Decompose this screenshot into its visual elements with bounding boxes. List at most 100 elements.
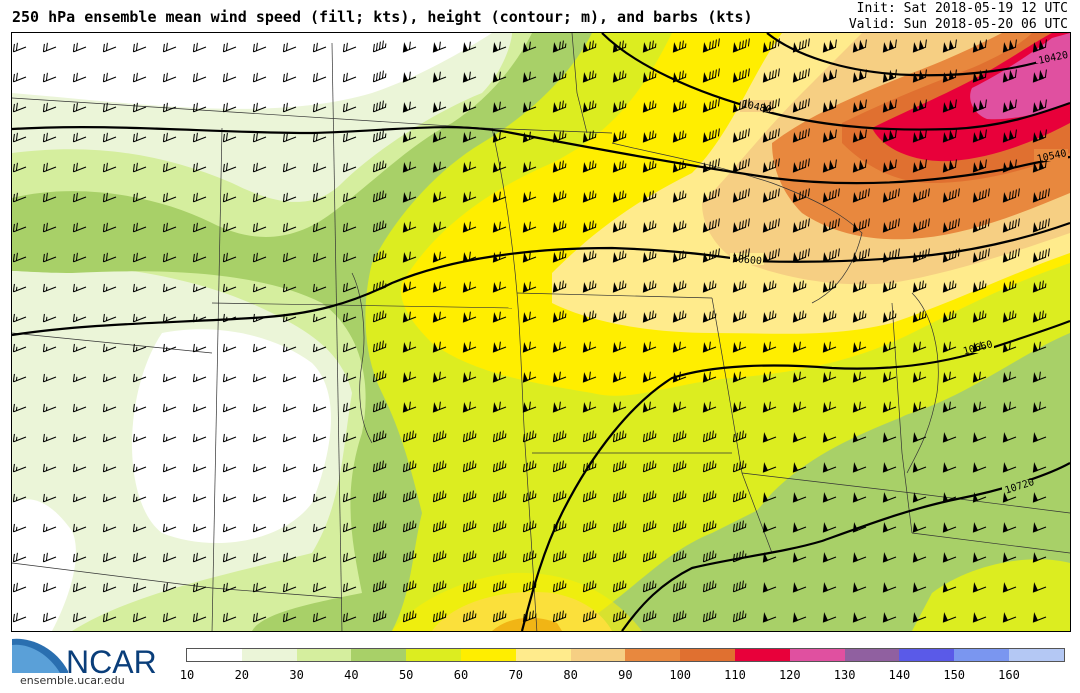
wind-barb-feather: [738, 491, 741, 500]
wind-barb-feather: [378, 341, 381, 350]
wind-barb-feather: [582, 583, 585, 592]
wind-barb-half-feather: [384, 223, 387, 228]
wind-barb: [372, 370, 387, 383]
wind-barb-feather: [711, 130, 714, 139]
wind-barb: [912, 371, 927, 383]
wind-barb-flag: [978, 39, 985, 51]
wind-barb-feather: [984, 219, 987, 228]
contour-label-10600: 10600: [731, 254, 762, 268]
wind-barb-half-feather: [864, 313, 867, 318]
wind-barb-half-feather: [594, 283, 597, 288]
wind-barb-feather: [552, 523, 555, 532]
wind-barb-feather: [132, 103, 135, 112]
wind-barb-shaft: [163, 556, 177, 563]
wind-barb-flag: [822, 42, 829, 53]
wind-barb: [192, 102, 207, 113]
wind-barb-feather: [801, 220, 804, 229]
wind-barb-feather: [741, 610, 744, 619]
wind-barb-feather: [768, 281, 771, 290]
wind-barb-shaft: [193, 316, 207, 323]
wind-barb: [492, 311, 507, 323]
wind-barb-shaft: [73, 586, 87, 593]
wind-barb-feather: [741, 490, 744, 499]
wind-barb-shaft: [283, 136, 297, 143]
wind-barb-feather: [222, 43, 225, 52]
wind-barb-shaft: [103, 166, 117, 173]
wind-barb: [552, 520, 567, 533]
wind-barb: [882, 159, 897, 173]
wind-barb-half-feather: [384, 493, 387, 498]
wind-barb-shaft: [43, 196, 57, 203]
wind-barb-flag: [942, 312, 949, 323]
wind-barb-feather: [528, 581, 531, 590]
wind-barb-shaft: [43, 556, 57, 563]
wind-barb-feather: [981, 310, 984, 319]
wind-barb-feather: [471, 610, 474, 619]
wind-barb-feather: [807, 188, 810, 197]
wind-barb-half-feather: [195, 526, 198, 531]
wind-barb-feather: [702, 463, 705, 472]
color-scale-tick-label: 70: [508, 668, 524, 682]
wind-barb: [522, 41, 537, 53]
wind-barb: [72, 252, 87, 263]
wind-barb-half-feather: [684, 43, 687, 48]
wind-barb-feather: [372, 283, 375, 292]
wind-barb-feather: [1017, 248, 1020, 257]
wind-barb-flag: [462, 192, 469, 203]
wind-barb: [612, 401, 627, 413]
wind-barb-flag: [432, 252, 439, 263]
label-bg-10660: [960, 341, 994, 353]
wind-barb: [912, 492, 927, 503]
wind-barb: [12, 612, 27, 623]
wind-barb-feather: [102, 133, 105, 142]
wind-barb-feather: [1044, 99, 1047, 108]
wind-barb: [1032, 552, 1047, 563]
wind-barb: [222, 162, 237, 173]
wind-barb-feather: [402, 523, 405, 532]
wind-barb-feather: [744, 129, 747, 138]
wind-barb-feather: [132, 223, 135, 232]
wind-barb: [162, 582, 177, 593]
wind-barb: [762, 38, 780, 53]
wind-barb-shaft: [343, 586, 357, 593]
wind-barb-shaft: [103, 406, 117, 413]
wind-barb-shaft: [73, 166, 87, 173]
wind-barb-flag: [492, 42, 499, 53]
wind-barb-shaft: [163, 226, 177, 233]
wind-barb-flag: [852, 192, 859, 203]
wind-barb: [372, 550, 387, 563]
wind-barb-flag: [672, 72, 679, 83]
wind-barb-half-feather: [414, 523, 417, 528]
wind-barb-feather: [372, 583, 375, 592]
wind-barb-half-feather: [15, 346, 18, 351]
wind-barb-feather: [135, 72, 138, 81]
wind-barb-feather: [372, 373, 375, 382]
wind-barb-flag: [972, 312, 979, 323]
wind-barb-shaft: [43, 526, 57, 533]
wind-barb: [222, 343, 237, 353]
wind-barb-feather: [525, 432, 528, 441]
wind-barb-feather: [777, 248, 780, 257]
wind-barb: [402, 520, 417, 533]
wind-barb-flag: [852, 492, 859, 503]
wind-barb-feather: [441, 430, 444, 439]
wind-barb-feather: [402, 463, 405, 472]
wind-barb-half-feather: [105, 436, 108, 441]
wind-barb-flag: [942, 102, 949, 113]
wind-barb-shaft: [253, 586, 267, 593]
wind-barb-feather: [531, 550, 534, 559]
wind-barb-feather: [462, 433, 465, 442]
wind-barb: [72, 433, 87, 443]
wind-barb: [942, 341, 957, 353]
wind-barb-feather: [375, 402, 378, 411]
wind-barb-shaft: [313, 586, 327, 593]
wind-barb-feather: [411, 580, 414, 589]
wind-barb-flag: [612, 372, 619, 383]
wind-barb-half-feather: [75, 526, 78, 531]
wind-barb-feather: [42, 313, 45, 322]
wind-speed-map[interactable]: 10420 10480 10540 10600 10660 10720: [11, 32, 1071, 632]
ncar-logo: NCAR: [12, 638, 157, 680]
wind-barb-feather: [408, 401, 411, 410]
wind-barb-flag: [792, 162, 799, 173]
wind-barb-half-feather: [315, 316, 318, 321]
